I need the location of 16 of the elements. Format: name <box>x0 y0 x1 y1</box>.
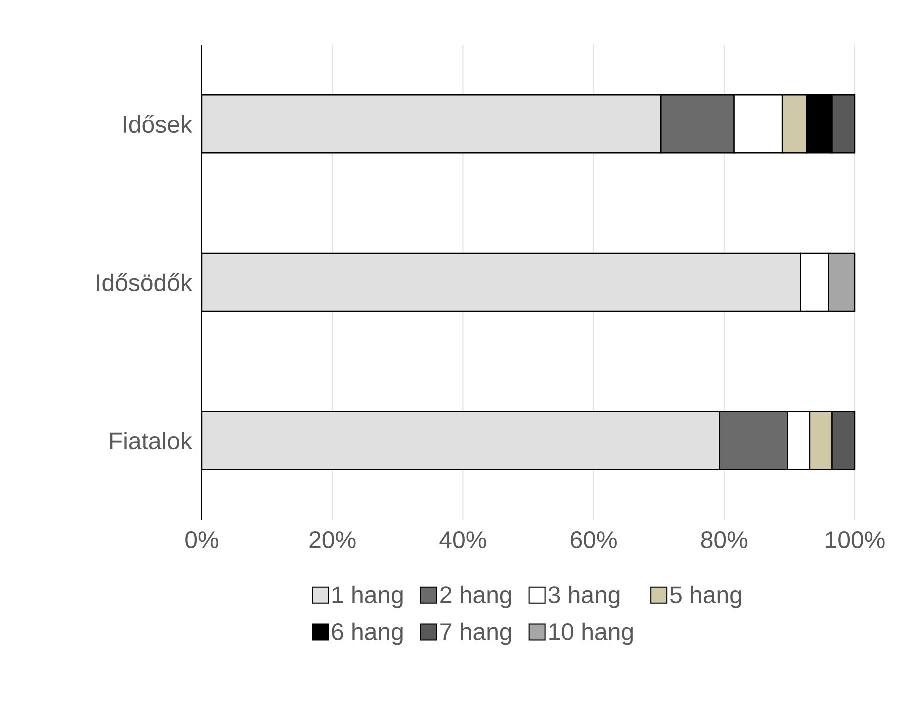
x-tick-label: 40% <box>440 532 486 549</box>
legend-label: 5 hang <box>670 586 742 608</box>
y-tick-label: Idősödők <box>97 274 192 292</box>
y-tick-label: Fiatalok <box>110 432 192 450</box>
x-tick-label: 0% <box>186 532 218 549</box>
x-tick-label: 60% <box>571 532 617 549</box>
y-tick-label: Idősek <box>124 115 192 134</box>
legend-label: 3 hang <box>548 586 620 608</box>
legend-label: 1 hang <box>332 586 403 608</box>
legend-label: 10 hang <box>550 622 633 646</box>
x-tick-label: 100% <box>826 532 885 549</box>
legend-label: 2 hang <box>440 586 512 608</box>
x-tick-label: 80% <box>701 532 748 549</box>
legend-label: 6 hang <box>332 622 403 646</box>
legend-label: 7 hang <box>440 622 512 646</box>
x-tick-label: 20% <box>310 532 356 549</box>
